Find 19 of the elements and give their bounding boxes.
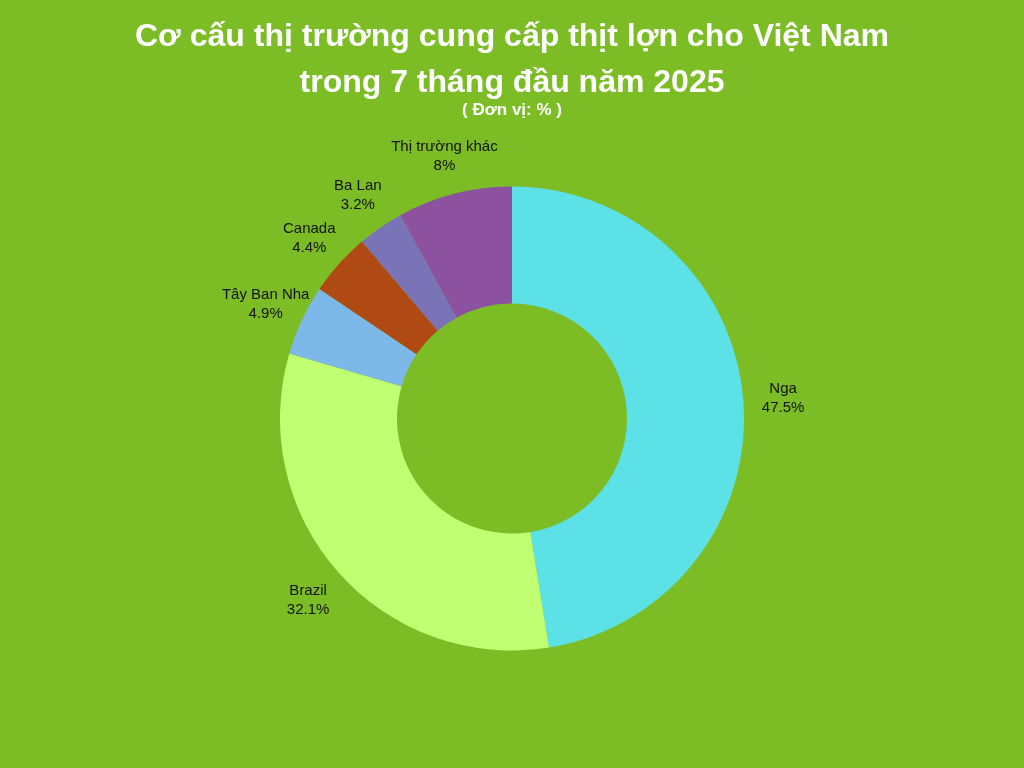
slice-label: Ba Lan [334,176,382,194]
chart-subtitle: ( Đơn vị: % ) [462,100,562,119]
slice-label: Brazil [289,580,327,598]
data-label: 4.9% [248,304,283,322]
data-label: 8% [433,156,456,174]
data-label: 3.2% [340,195,375,213]
slice-label: Thị trường khác [391,137,499,155]
slice-label: Canada [282,219,337,237]
slice-label: Tây Ban Nha [221,285,311,303]
data-label: 32.1% [286,599,330,617]
donut-slice [400,186,512,318]
data-label: 47.5% [761,397,805,415]
text: trong 7 tháng đầu năm 2025 [299,63,725,99]
text: Cơ cấu thị trường cung cấp thịt lợn cho Việt Nam [135,17,889,53]
donut-slice [512,186,744,648]
data-label: 4.4% [292,238,327,256]
slice-label: Nga [769,378,798,396]
donut-slice [280,353,549,651]
donut-slice [362,215,457,331]
